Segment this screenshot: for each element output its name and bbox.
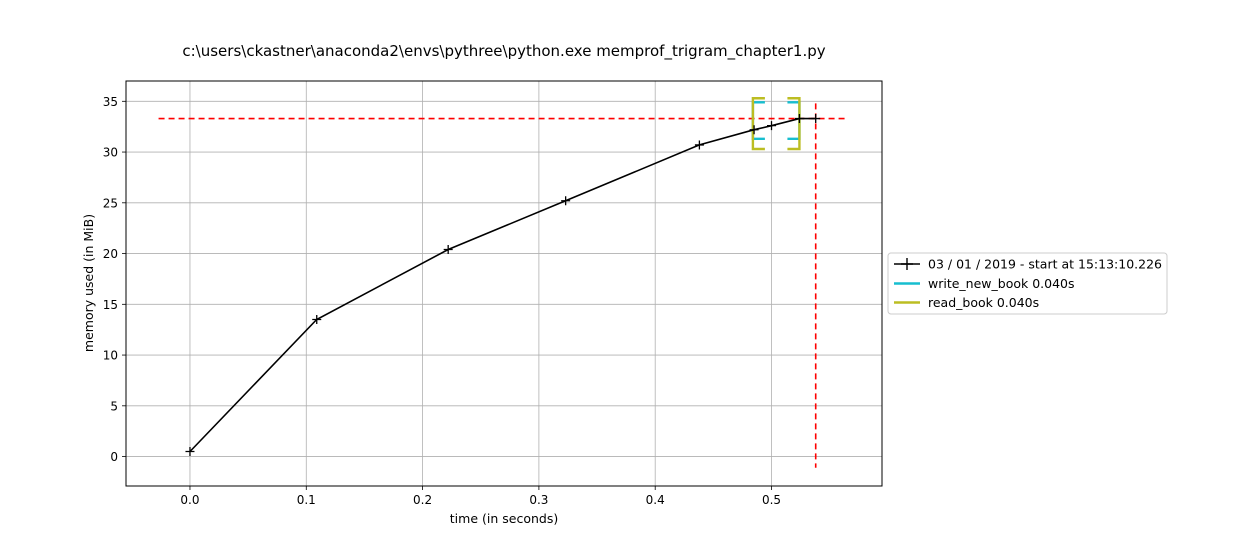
x-tick-label: 0.3 [529, 493, 548, 507]
x-axis-label: time (in seconds) [450, 511, 558, 526]
x-tick-label: 0.4 [646, 493, 665, 507]
y-axis-label: memory used (in MiB) [81, 214, 96, 352]
memory-sample-point [694, 140, 704, 150]
legend-label-total: 03 / 01 / 2019 - start at 15:13:10.226 [928, 257, 1162, 272]
memory-sample-point [767, 121, 777, 131]
plot-area [126, 81, 882, 486]
x-tick-label: 0.2 [413, 493, 432, 507]
legend: 03 / 01 / 2019 - start at 15:13:10.226 w… [887, 252, 1168, 315]
plot-frame [125, 80, 883, 487]
y-tick-label: 0 [110, 450, 118, 464]
read-book-start-bracket [751, 97, 765, 151]
y-tick-label: 25 [103, 196, 118, 210]
y-tick-label: 30 [103, 146, 118, 160]
memory-sample-point [185, 446, 195, 456]
memory-sample-point [811, 114, 821, 124]
function-brackets [751, 97, 801, 151]
memory-sample-point [443, 244, 453, 254]
chart-title: c:\users\ckastner\anaconda2\envs\pythree… [182, 42, 825, 61]
y-tick-label: 35 [103, 95, 118, 109]
memory-sample-point [794, 114, 804, 124]
legend-label-write-new-book: write_new_book 0.040s [928, 276, 1075, 291]
memory-sample-point [561, 196, 571, 206]
y-tick-label: 10 [103, 349, 118, 363]
y-tick-label: 5 [110, 399, 118, 413]
x-tick-label: 0.5 [762, 493, 781, 507]
x-tick-label: 0.0 [180, 493, 199, 507]
read-book-end-bracket [787, 97, 801, 151]
y-tick-label: 20 [103, 247, 118, 261]
legend-label-read-book: read_book 0.040s [928, 295, 1039, 310]
legend-box [887, 252, 1168, 315]
y-axis-ticks: 0 5 10 15 20 25 30 35 [103, 95, 126, 464]
x-axis-ticks: 0.0 0.1 0.2 0.3 0.4 0.5 [180, 486, 781, 507]
x-tick-label: 0.1 [297, 493, 316, 507]
y-tick-label: 15 [103, 298, 118, 312]
memory-series [185, 114, 821, 456]
memory-sample-point [312, 315, 322, 325]
max-reference-lines [158, 103, 848, 468]
memory-sample-point [749, 125, 759, 135]
legend-marker-total [901, 258, 913, 270]
